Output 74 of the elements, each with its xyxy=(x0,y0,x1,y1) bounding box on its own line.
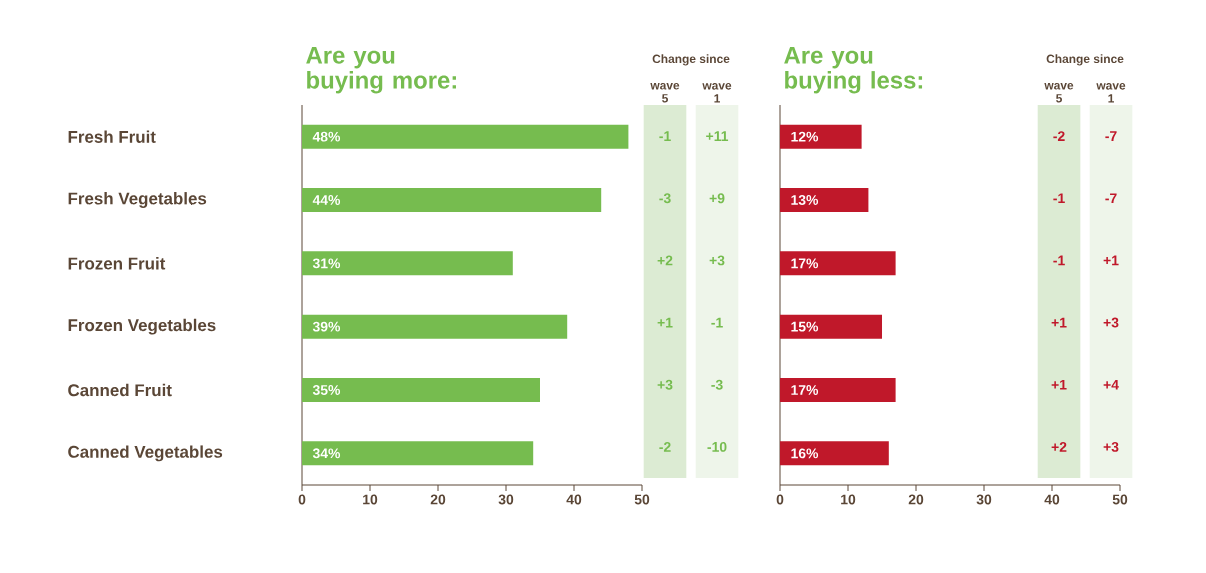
annotation: -1 xyxy=(1053,193,1065,204)
y-tick-label: Canned Vegetables xyxy=(68,445,223,462)
category-label: wave 5 xyxy=(1044,82,1074,103)
x-tick-label: 30 xyxy=(976,494,992,505)
text: -3 xyxy=(659,193,671,204)
text: +3 xyxy=(709,255,725,266)
annotation: -7 xyxy=(1105,193,1117,204)
text: -10 xyxy=(707,441,727,452)
bar xyxy=(780,441,889,466)
data-label: 48% xyxy=(312,131,341,142)
annotation: +2 xyxy=(1051,442,1067,452)
bar xyxy=(780,124,862,149)
y-tick-label: Frozen Fruit xyxy=(68,257,166,270)
x-tick-label: 40 xyxy=(566,494,582,505)
bar xyxy=(302,188,602,212)
data-label: 39% xyxy=(312,321,341,332)
annotation: -2 xyxy=(1053,131,1065,141)
text: -1 xyxy=(659,131,671,141)
data-label: 12% xyxy=(791,131,819,142)
x-tick-label: 0 xyxy=(776,494,784,505)
data-label: 17% xyxy=(791,258,819,269)
bar xyxy=(302,378,540,402)
bar xyxy=(302,251,513,276)
text: +9 xyxy=(709,193,725,204)
annotation: +3 xyxy=(1103,441,1119,452)
category-label: wave 1 xyxy=(1096,83,1126,103)
data-label: 15% xyxy=(791,321,819,332)
x-tick-label: 50 xyxy=(634,494,650,505)
text: Change since xyxy=(1046,54,1124,66)
bar xyxy=(302,441,534,466)
x-tick-label: 30 xyxy=(498,494,514,505)
chart-title: Are you buying more: xyxy=(306,47,456,94)
bar xyxy=(780,314,883,339)
bar xyxy=(302,124,629,149)
annotation: +1 xyxy=(1051,379,1067,390)
annotation: +3 xyxy=(1103,317,1119,328)
data-label: 35% xyxy=(312,385,341,395)
text: Change since xyxy=(652,54,730,66)
annotation: +4 xyxy=(1103,379,1119,390)
y-tick-label: Fresh Vegetables xyxy=(68,192,207,208)
data-label: 31% xyxy=(312,258,341,269)
text: +2 xyxy=(657,255,673,266)
x-tick-label: 10 xyxy=(841,494,856,505)
x-tick-label: 40 xyxy=(1044,494,1060,505)
data-label: 16% xyxy=(791,448,819,459)
category-label: wave 5 xyxy=(650,82,680,103)
annotation: -7 xyxy=(1105,131,1117,141)
annotation: +1 xyxy=(1103,255,1119,266)
x-tick-label: 10 xyxy=(363,494,378,505)
x-tick-label: 50 xyxy=(1112,494,1128,505)
data-label: 13% xyxy=(791,195,819,205)
data-label: 34% xyxy=(312,448,341,459)
data-label: 44% xyxy=(312,195,341,205)
annotation: +1 xyxy=(1051,317,1067,328)
data-label: 17% xyxy=(791,385,819,395)
text: -1 xyxy=(711,317,723,328)
x-tick-label: 20 xyxy=(908,494,924,505)
bar xyxy=(302,314,568,339)
category-label: wave 1 xyxy=(702,83,732,103)
bar xyxy=(780,188,869,212)
text: +1 xyxy=(657,317,673,328)
annotation: -1 xyxy=(1053,255,1065,266)
text: -3 xyxy=(711,379,723,390)
y-tick-label: Canned Fruit xyxy=(68,383,172,397)
bar xyxy=(780,378,896,402)
text: +11 xyxy=(706,131,729,141)
y-tick-label: Frozen Vegetables xyxy=(68,318,216,335)
x-tick-label: 0 xyxy=(298,494,306,505)
chart-title: Are you buying less: xyxy=(784,47,923,94)
text: -2 xyxy=(659,442,671,452)
y-tick-label: Fresh Fruit xyxy=(68,130,156,143)
x-tick-label: 20 xyxy=(430,494,446,505)
bar xyxy=(780,251,896,276)
text: +3 xyxy=(657,379,673,390)
